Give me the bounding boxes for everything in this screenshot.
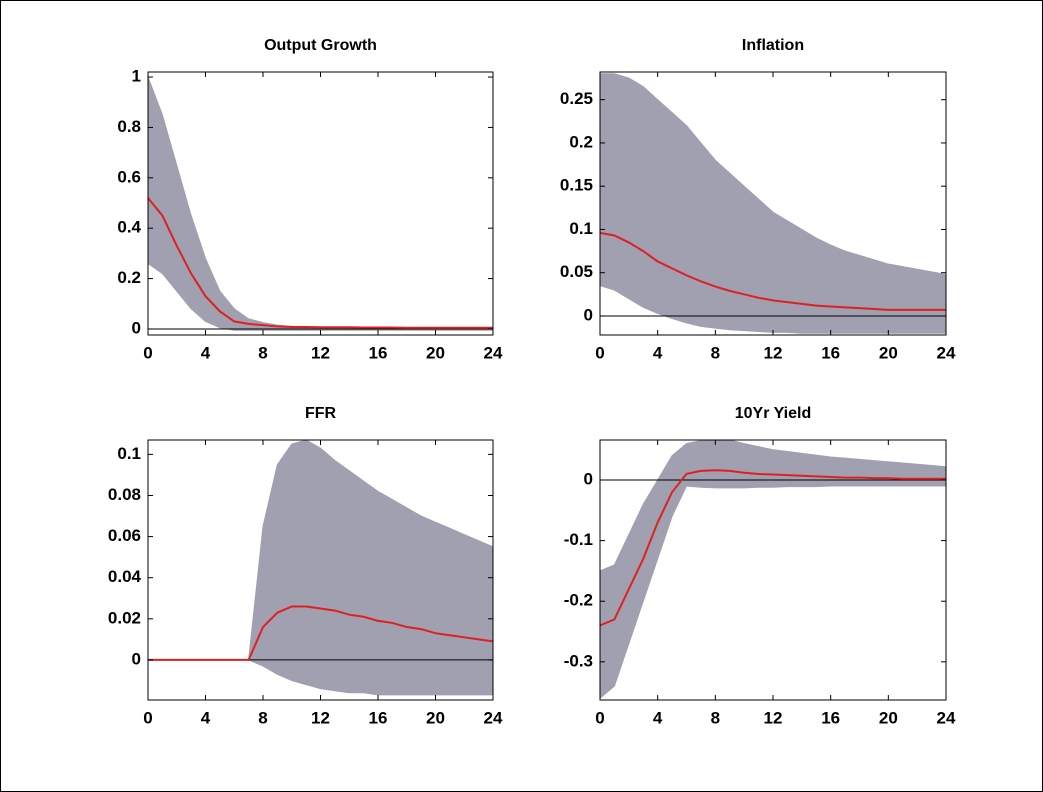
- x-tick-label: 16: [369, 708, 388, 727]
- y-tick-label: 0.1: [117, 444, 141, 463]
- x-tick-label: 20: [879, 343, 898, 362]
- x-tick-label: 20: [426, 343, 445, 362]
- y-tick-label: 0.2: [117, 268, 141, 287]
- x-tick-label: 4: [653, 708, 663, 727]
- x-tick-label: 20: [426, 708, 445, 727]
- median-line: [148, 605, 494, 661]
- x-tick-label: 0: [143, 343, 152, 362]
- y-tick-label: 0.25: [560, 89, 593, 108]
- x-tick-label: 24: [484, 343, 503, 362]
- y-tick-label: 0: [584, 469, 593, 488]
- y-tick-label: 0.2: [569, 132, 593, 151]
- y-tick-label: 0.05: [560, 262, 593, 281]
- x-tick-label: 24: [484, 708, 503, 727]
- median-line: [599, 231, 946, 311]
- x-tick-label: 16: [369, 343, 388, 362]
- y-tick-label: -0.1: [564, 530, 593, 549]
- x-tick-label: 16: [821, 708, 840, 727]
- y-tick-label: 0.08: [108, 485, 141, 504]
- x-tick-label: 4: [201, 343, 211, 362]
- x-tick-label: 20: [879, 708, 898, 727]
- y-tick-label: -0.2: [564, 591, 593, 610]
- x-tick-label: 4: [201, 708, 211, 727]
- y-tick-label: 0.8: [117, 117, 141, 136]
- panel-title: Inflation: [742, 37, 804, 54]
- x-tick-label: 8: [258, 343, 267, 362]
- x-tick-label: 12: [764, 343, 783, 362]
- x-tick-label: 24: [937, 708, 956, 727]
- x-tick-label: 8: [711, 343, 720, 362]
- y-tick-label: 0.1: [569, 219, 593, 238]
- x-tick-label: 4: [653, 343, 663, 362]
- y-tick-label: 1: [132, 67, 141, 86]
- y-tick-label: 0.02: [108, 608, 141, 627]
- x-tick-label: 0: [143, 708, 152, 727]
- panel-title: Output Growth: [264, 37, 377, 54]
- x-tick-label: 16: [821, 343, 840, 362]
- x-tick-label: 24: [937, 343, 956, 362]
- y-tick-label: 0.04: [108, 567, 142, 586]
- x-tick-label: 12: [311, 708, 330, 727]
- x-tick-label: 12: [311, 343, 330, 362]
- y-tick-label: 0.15: [560, 176, 593, 195]
- x-tick-label: 0: [595, 708, 604, 727]
- x-tick-label: 8: [711, 708, 720, 727]
- y-tick-label: 0.06: [108, 526, 141, 545]
- y-tick-label: 0.6: [117, 167, 141, 186]
- median-line: [599, 469, 946, 627]
- y-tick-label: 0.4: [117, 218, 141, 237]
- x-tick-label: 0: [595, 343, 604, 362]
- panel-title: FFR: [305, 405, 337, 422]
- y-tick-label: -0.3: [564, 651, 593, 670]
- panel-title: 10Yr Yield: [735, 405, 812, 422]
- median-line: [147, 197, 493, 329]
- y-tick-label: 0: [584, 305, 593, 324]
- x-tick-label: 12: [764, 708, 783, 727]
- x-tick-label: 8: [258, 708, 267, 727]
- y-tick-label: 0: [132, 318, 141, 337]
- y-tick-label: 0: [132, 649, 141, 668]
